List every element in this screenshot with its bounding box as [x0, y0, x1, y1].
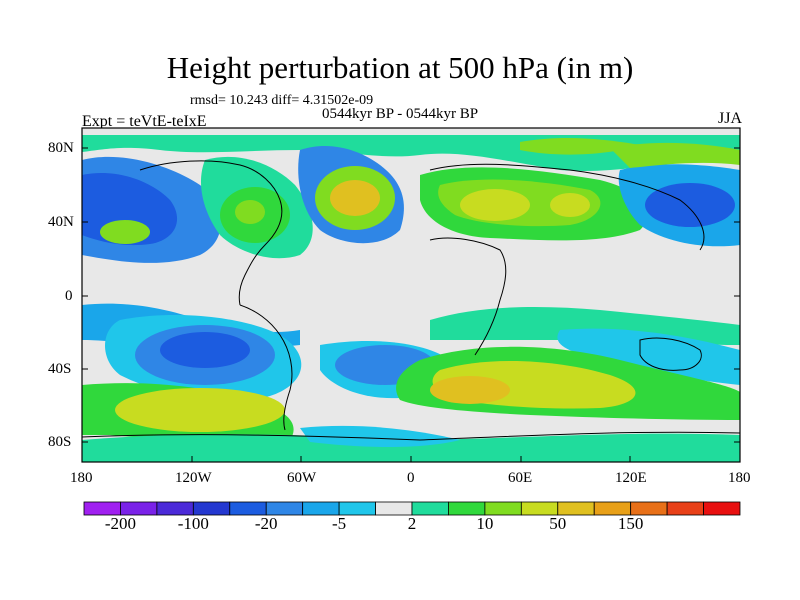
contour-eurasia-core-2 [550, 193, 590, 217]
coast-north-america [139, 160, 283, 306]
lon-label-60e: 60E [508, 470, 533, 486]
lat-label-80s: 80S [48, 434, 72, 450]
contour-arctic-asia-high [610, 142, 740, 168]
lat-label-40s: 40S [48, 361, 72, 377]
lon-label-120w: 120W [175, 470, 212, 486]
contour-field [82, 128, 740, 462]
colorbar-label: 2 [407, 514, 417, 533]
coastlines [82, 160, 740, 441]
colorbar [83, 501, 741, 516]
contour-atl-core [330, 180, 380, 216]
stats-line: rmsd= 10.243 diff= 4.31502e-09 [190, 93, 374, 108]
contour-antarctic-low [300, 425, 460, 447]
contour-ss-high-west-core [115, 388, 285, 432]
colorbar-label: 10 [476, 514, 494, 533]
lat-label-80n: 80N [48, 140, 74, 156]
contour-nepac-low-inner [645, 183, 735, 227]
colorbar-label: 50 [549, 514, 567, 533]
lon-label-180-west: 180 [70, 470, 93, 486]
colorbar-swatch [411, 501, 449, 516]
colorbar-swatch [375, 501, 413, 516]
contour-sind-low [557, 328, 740, 385]
contour-spac-low-inner [160, 332, 250, 368]
colorbar-swatch [703, 501, 741, 516]
coast-south-america [239, 304, 293, 431]
colorbar-label: -20 [254, 514, 278, 533]
plot-title: Height perturbation at 500 hPa (in m) [166, 50, 634, 85]
coast-africa [429, 237, 507, 356]
lat-label-0: 0 [65, 288, 73, 304]
contour-namer-core [235, 200, 265, 224]
contour-npac-small-high [100, 220, 150, 244]
coast-eurasia [429, 163, 705, 251]
contour-eurasia-core-1 [460, 189, 530, 221]
experiment-label: Expt = teVtE-teIxE [82, 113, 207, 130]
colorbar-label: -200 [104, 514, 137, 533]
lon-label-60w: 60W [287, 470, 317, 486]
contour-antarctic-positive [82, 433, 740, 462]
colorbar-label: -5 [332, 514, 347, 533]
coast-australia [639, 337, 702, 371]
lon-label-120e: 120E [615, 470, 647, 486]
contour-arctic-high [520, 138, 640, 155]
season-label: JJA [717, 110, 742, 127]
axis-ticks [81, 147, 741, 462]
lon-label-0: 0 [407, 470, 415, 486]
lat-label-40n: 40N [48, 214, 74, 230]
colorbar-label: 150 [617, 514, 644, 533]
coast-antarctica [82, 431, 740, 441]
colorbar-swatch [666, 501, 704, 516]
period-label: 0544kyr BP - 0544kyr BP [322, 106, 479, 122]
contour-ss-high-east-peak [430, 376, 510, 404]
lon-label-180-east: 180 [728, 470, 751, 486]
colorbar-label: -100 [177, 514, 209, 533]
